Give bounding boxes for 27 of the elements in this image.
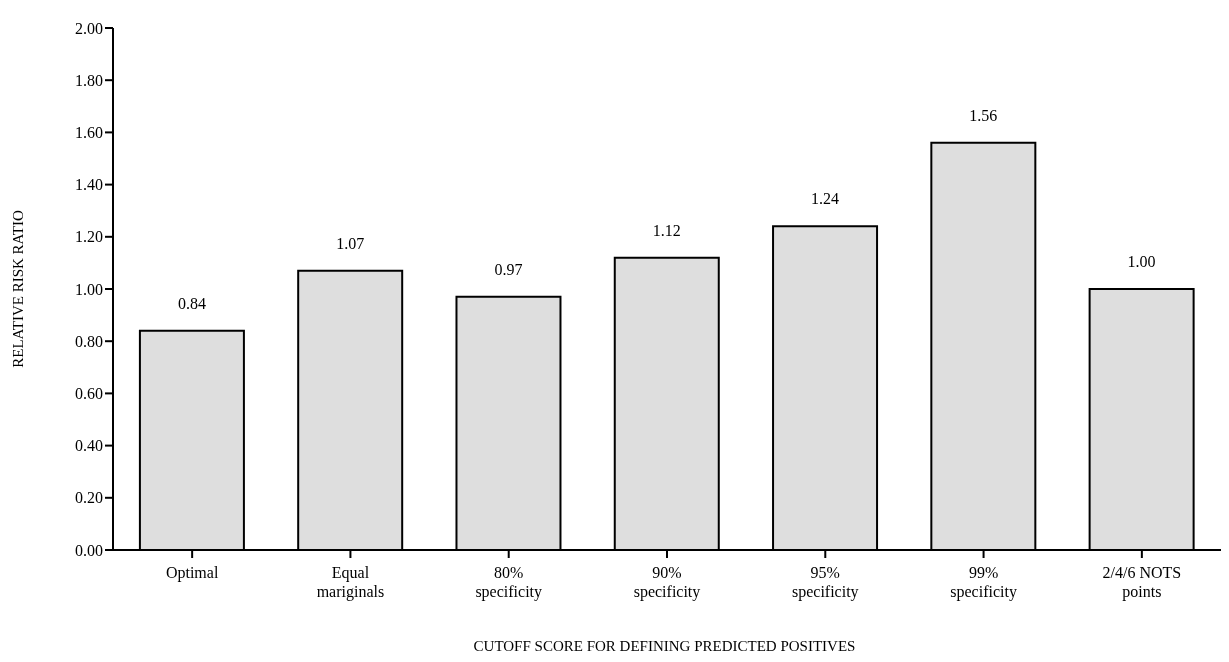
data-label: 0.84: [177, 294, 206, 312]
y-tick-label: 1.00: [75, 280, 103, 298]
x-tick-label: 80% specificity: [475, 564, 543, 601]
y-tick-label: 0.20: [75, 489, 103, 507]
data-label: 1.07: [336, 234, 365, 252]
y-tick-label: 1.20: [75, 228, 103, 246]
y-tick-label: 0.40: [75, 437, 103, 455]
x-tick-label: 99% specificity: [950, 564, 1017, 601]
x-tick-label: Equal mariginals: [316, 564, 385, 601]
x-tick-label: 95% specificity: [791, 564, 859, 601]
data-label: 1.12: [652, 221, 681, 239]
x-tick-label: 90% specificity: [633, 564, 701, 601]
y-tick-label: 1.60: [75, 124, 103, 142]
y-tick-label: 2.00: [75, 19, 103, 37]
y-tick-label: 1.40: [75, 176, 103, 194]
x-axis-title: CUTOFF SCORE FOR DEFINING PREDICTED POSITIVES: [472, 638, 857, 655]
data-label: 1.00: [1127, 253, 1156, 270]
data-label: 1.56: [969, 106, 998, 124]
y-tick-label: 0.60: [75, 385, 103, 403]
y-tick-label: 0.80: [75, 332, 103, 350]
x-tick-label: 2/4/6 NOTS points: [1102, 564, 1182, 601]
y-tick-label: 0.00: [75, 541, 103, 559]
data-label: 1.24: [811, 190, 840, 208]
x-tick-label: Optimal: [165, 564, 219, 582]
y-axis-title: RELATIVE RISK RATIO: [9, 210, 27, 368]
data-label: 0.97: [494, 260, 523, 278]
y-tick-label: 1.80: [75, 71, 103, 89]
